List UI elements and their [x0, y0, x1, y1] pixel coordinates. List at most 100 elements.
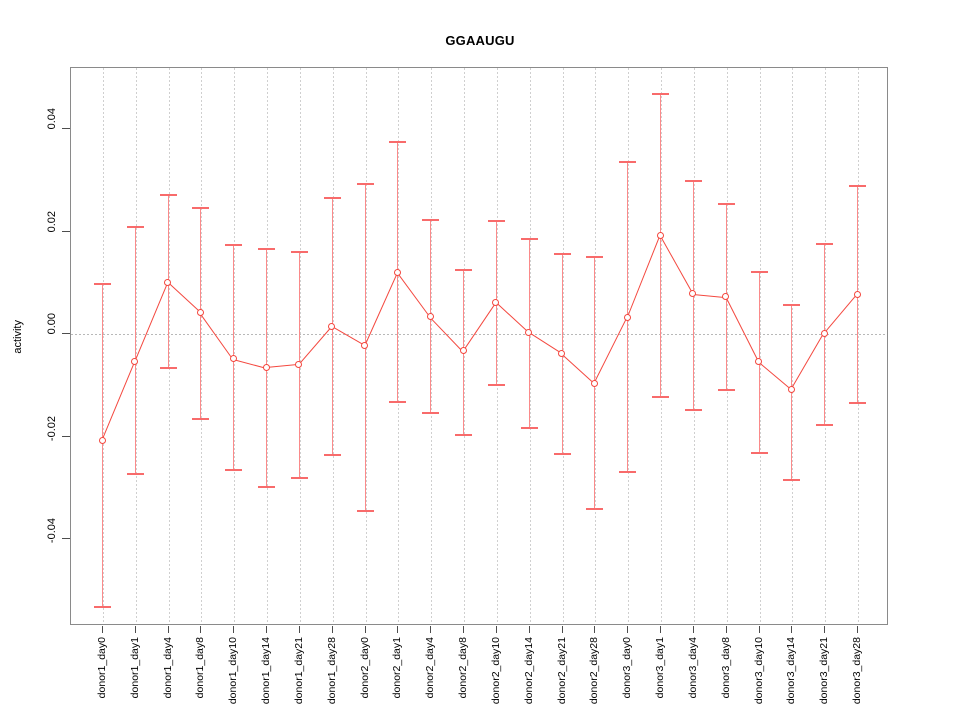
data-point-marker[interactable]	[590, 379, 598, 387]
y-axis-label: activity	[12, 320, 24, 354]
error-bar-cap-lower	[290, 477, 308, 479]
vertical-gridline	[431, 68, 433, 624]
x-axis-tick	[200, 626, 202, 633]
data-point-marker[interactable]	[262, 363, 270, 371]
x-axis-tick	[660, 626, 662, 633]
data-point-marker[interactable]	[492, 298, 500, 306]
error-bar-cap-upper	[487, 219, 505, 222]
error-bar-cap-lower	[389, 400, 407, 403]
error-bar-cap-lower	[192, 417, 210, 420]
y-axis-tick	[62, 230, 70, 232]
x-axis-tick	[725, 626, 727, 633]
x-axis-tick	[364, 626, 366, 633]
error-bar-cap-lower	[684, 409, 702, 412]
vertical-gridline	[792, 68, 794, 624]
zero-reference-line	[71, 334, 887, 335]
x-axis-tick	[233, 626, 235, 633]
x-axis-tick-label: donor3_day0	[621, 637, 634, 699]
x-axis-tick-label: donor3_day4	[686, 637, 699, 699]
error-bar-cap-upper	[684, 179, 702, 182]
x-axis-tick	[857, 626, 858, 633]
vertical-gridline	[661, 68, 663, 624]
vertical-gridline	[825, 68, 827, 624]
error-bar-cap-upper	[389, 140, 407, 143]
plot-inner	[71, 68, 887, 624]
data-point-marker[interactable]	[755, 358, 763, 366]
error-bar-cap-upper	[553, 253, 571, 256]
y-axis-tick-label: 0.02	[46, 210, 58, 232]
vertical-gridline	[693, 68, 695, 624]
error-bar-cap-upper	[717, 202, 735, 205]
y-axis-tick-label: -0.02	[46, 415, 58, 441]
data-point-marker[interactable]	[853, 290, 861, 298]
error-bar-cap-upper	[192, 207, 210, 210]
data-point-marker[interactable]	[328, 322, 336, 330]
data-point-marker[interactable]	[98, 436, 106, 444]
data-point-marker[interactable]	[164, 278, 172, 286]
x-axis-tick-label: donor2_day4	[424, 637, 437, 699]
x-axis-tick-label: donor1_day28	[325, 637, 338, 705]
error-bar-cap-upper	[422, 219, 440, 222]
data-point-marker[interactable]	[426, 313, 434, 321]
x-axis-tick	[298, 626, 300, 633]
vertical-gridline	[726, 68, 728, 624]
y-axis-tick-label: -0.04	[46, 518, 58, 544]
x-axis-tick	[528, 626, 530, 633]
error-bar-cap-lower	[750, 452, 768, 455]
data-point-marker[interactable]	[459, 347, 467, 355]
error-bar-cap-upper	[258, 248, 276, 251]
vertical-gridline	[267, 68, 269, 624]
data-point-marker[interactable]	[689, 290, 697, 298]
data-point-marker[interactable]	[722, 293, 730, 301]
x-axis-tick-label: donor2_day14	[522, 637, 535, 705]
data-point-marker[interactable]	[196, 309, 204, 316]
error-bar-cap-lower	[94, 605, 111, 608]
x-axis-tick	[463, 626, 465, 633]
x-axis-tick	[102, 626, 103, 633]
data-point-marker[interactable]	[295, 360, 303, 368]
x-axis-tick-label: donor1_day8	[194, 637, 207, 699]
y-axis-tick	[62, 128, 70, 129]
x-axis-tick	[397, 626, 399, 633]
data-point-marker[interactable]	[820, 329, 828, 337]
error-bar-cap-lower	[225, 469, 243, 472]
data-point-marker[interactable]	[131, 357, 139, 365]
plot-area	[70, 67, 888, 625]
x-axis-tick-label: donor1_day1	[128, 637, 141, 699]
x-axis-tick-label: donor1_day14	[260, 637, 273, 705]
x-axis-tick-label: donor2_day1	[391, 637, 404, 699]
data-point-marker[interactable]	[787, 385, 795, 393]
data-point-marker[interactable]	[361, 341, 369, 349]
error-bar-cap-upper	[750, 270, 768, 273]
vertical-gridline	[595, 68, 597, 624]
error-bar-cap-upper	[225, 243, 243, 246]
y-axis-tick	[62, 333, 70, 334]
error-bar-cap-lower	[553, 452, 571, 455]
x-axis-tick	[627, 626, 629, 633]
data-point-marker[interactable]	[229, 355, 237, 363]
x-axis-tick	[758, 626, 760, 633]
vertical-gridline	[332, 68, 334, 624]
data-point-marker[interactable]	[656, 231, 664, 239]
data-point-marker[interactable]	[623, 314, 631, 322]
error-bar-cap-lower	[422, 411, 440, 414]
data-point-marker[interactable]	[393, 268, 401, 276]
data-point-marker[interactable]	[525, 328, 533, 336]
error-bar	[660, 93, 662, 397]
x-axis-tick-label: donor1_day4	[161, 637, 174, 699]
error-bar-cap-lower	[258, 486, 276, 489]
data-point-marker[interactable]	[558, 350, 566, 357]
error-bar-cap-lower	[783, 479, 801, 482]
x-axis-tick-label: donor3_day10	[752, 637, 765, 705]
vertical-gridline	[858, 68, 859, 624]
x-axis-tick-label: donor3_day14	[785, 637, 798, 705]
error-bar-cap-lower	[520, 427, 538, 430]
x-axis-tick-label: donor2_day0	[358, 637, 371, 699]
x-axis-tick	[561, 626, 563, 633]
error-bar-cap-lower	[619, 471, 637, 474]
x-axis-tick-label: donor2_day28	[588, 637, 601, 705]
error-bar-cap-lower	[652, 396, 670, 399]
x-axis-tick	[791, 626, 793, 633]
vertical-gridline	[496, 68, 498, 624]
